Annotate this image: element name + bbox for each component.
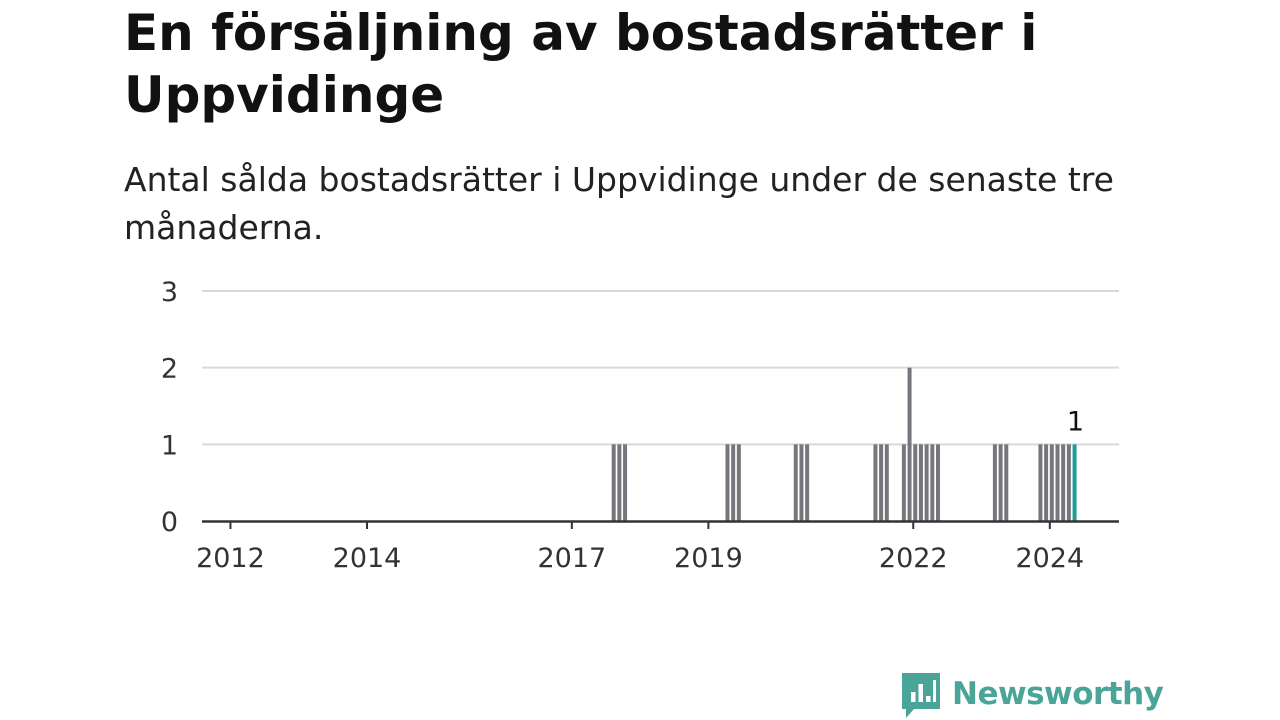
grid-lines xyxy=(202,290,1119,446)
newsworthy-logo: Newsworthy xyxy=(900,669,1164,719)
bar-2020-06 xyxy=(805,444,810,521)
bar-2017-08 xyxy=(611,444,616,521)
bar-2021-12 xyxy=(907,367,912,521)
brand-name: Newsworthy xyxy=(952,676,1164,712)
bar-2022-03 xyxy=(924,444,929,521)
bar-2021-07 xyxy=(879,444,884,521)
bar-2023-11 xyxy=(1038,444,1043,521)
x-tick-label-2024: 2024 xyxy=(1015,543,1084,574)
bar-2021-06 xyxy=(873,444,878,521)
bar-2024-04 xyxy=(1066,444,1071,521)
bar-2024-05 xyxy=(1072,444,1077,521)
x-tick-label-2012: 2012 xyxy=(196,543,265,574)
bar-2022-02 xyxy=(918,444,923,521)
newsworthy-chart-bubble-icon xyxy=(902,673,940,718)
x-tick-label-2022: 2022 xyxy=(879,543,948,574)
bar-2017-09 xyxy=(617,444,622,521)
bar-2023-04 xyxy=(998,444,1003,521)
bar-2023-03 xyxy=(992,444,997,521)
bar-2021-08 xyxy=(884,444,889,521)
bar-2020-04 xyxy=(793,444,798,521)
bar-2019-06 xyxy=(736,444,741,521)
bar-2017-10 xyxy=(623,444,628,521)
bars xyxy=(611,367,1077,521)
bar-2024-01 xyxy=(1049,444,1054,521)
y-tick-label-3: 3 xyxy=(161,277,178,308)
bar-chart: 0 1 2 3 1 2012 2014 2017 2019 2022 2024 xyxy=(161,277,1119,574)
x-tick-label-2014: 2014 xyxy=(333,543,402,574)
bar-2020-05 xyxy=(799,444,804,521)
y-tick-label-2: 2 xyxy=(161,354,178,385)
bar-2022-04 xyxy=(930,444,935,521)
bar-2022-01 xyxy=(913,444,918,521)
x-tick-label-2017: 2017 xyxy=(537,543,606,574)
chart-subtitle: Antal sålda bostadsrätter i Uppvidinge u… xyxy=(124,160,1114,247)
bar-2023-05 xyxy=(1004,444,1009,521)
highlight-value-label: 1 xyxy=(1067,406,1084,437)
y-tick-label-1: 1 xyxy=(161,430,178,461)
chart-title: En försäljning av bostadsrätter i Uppvid… xyxy=(124,4,1038,124)
x-tick-label-2019: 2019 xyxy=(674,543,743,574)
bar-2024-02 xyxy=(1055,444,1060,521)
axes xyxy=(202,520,1119,529)
bar-2019-05 xyxy=(731,444,736,521)
bar-2021-11 xyxy=(901,444,906,521)
y-tick-label-0: 0 xyxy=(161,507,178,538)
bar-2024-03 xyxy=(1061,444,1066,521)
bar-2023-12 xyxy=(1044,444,1049,521)
bar-2022-05 xyxy=(936,444,940,521)
labels: 0 1 2 3 1 2012 2014 2017 2019 2022 2024 xyxy=(161,277,1084,574)
bar-2019-04 xyxy=(725,444,730,521)
